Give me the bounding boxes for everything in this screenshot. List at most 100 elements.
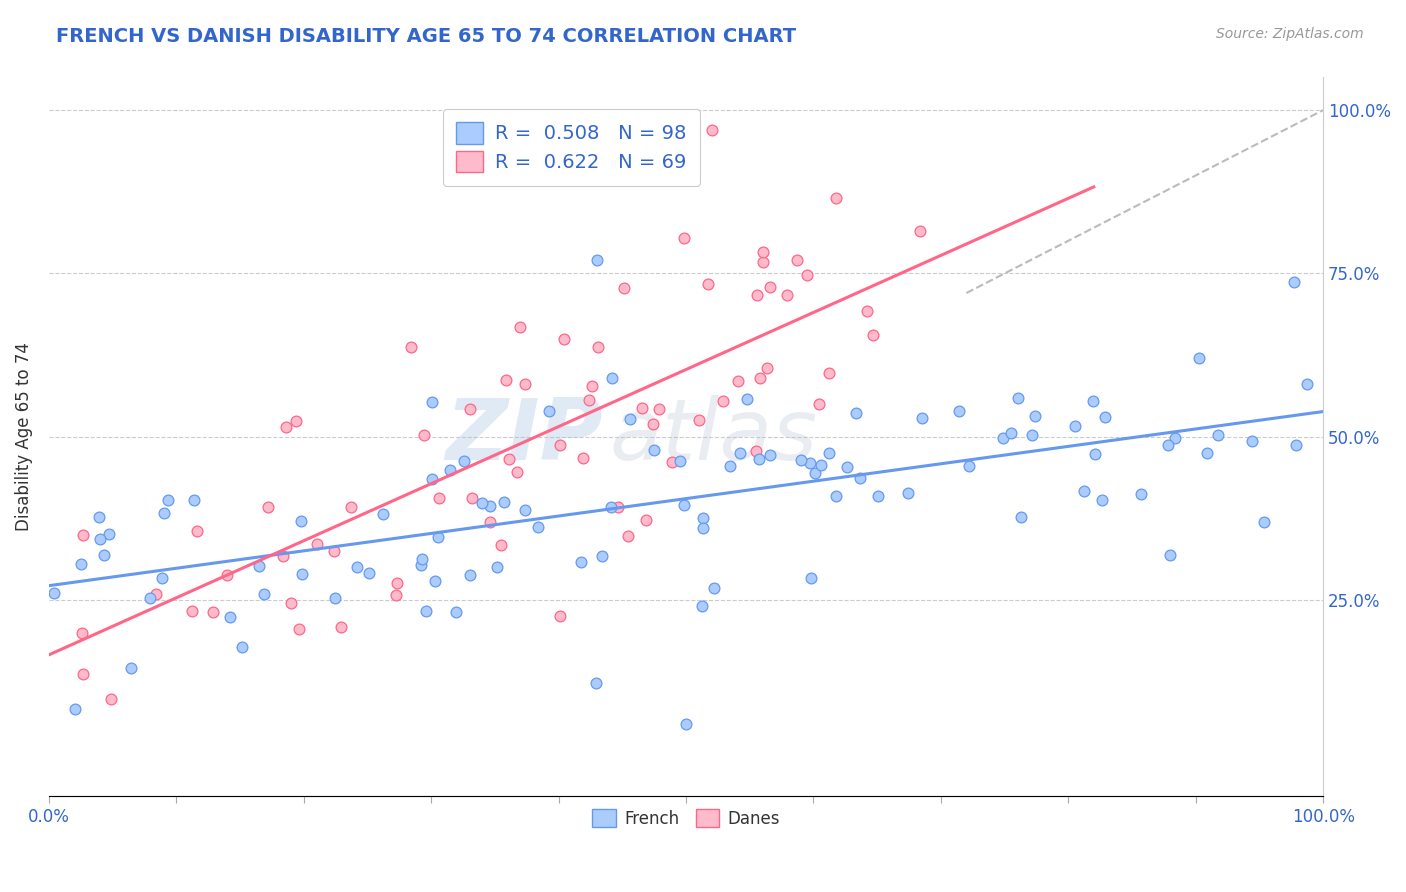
Point [808,397,831,411]
Point [641,417,664,432]
Text: FRENCH VS DANISH DISABILITY AGE 65 TO 74 CORRELATION CHART: FRENCH VS DANISH DISABILITY AGE 65 TO 74… [56,27,796,45]
Point [581,378,603,392]
Point [284,414,307,428]
Point [745,287,768,301]
Point [70,557,93,571]
Point [219,609,242,624]
Point [1195,446,1218,460]
Point [825,489,848,503]
Point [1081,393,1104,408]
Point [585,676,607,690]
Point [346,560,368,574]
Point [385,588,408,602]
Point [786,252,808,267]
Point [735,392,758,406]
Point [461,491,484,505]
Text: ZIP: ZIP [446,395,603,478]
Point [1241,434,1264,448]
Point [340,500,363,515]
Point [274,419,297,434]
Point [471,496,494,510]
Point [97,526,120,541]
Point [153,506,176,520]
Point [513,503,536,517]
Point [748,452,770,467]
Point [799,457,821,471]
Point [824,191,846,205]
Point [399,340,422,354]
Text: Source: ZipAtlas.com: Source: ZipAtlas.com [1216,27,1364,41]
Point [796,268,818,282]
Point [1090,493,1112,508]
Point [215,568,238,582]
Point [420,472,443,486]
Point [599,500,621,514]
Point [479,515,502,529]
Point [70,626,93,640]
Point [668,453,690,467]
Point [479,499,502,513]
Point [673,498,696,512]
Point [513,377,536,392]
Point [1157,438,1180,452]
Point [1094,409,1116,424]
Point [703,581,725,595]
Point [818,446,841,460]
Point [911,411,934,425]
Point [271,549,294,563]
Point [157,493,180,508]
Point [752,255,775,269]
Point [183,493,205,508]
Point [150,571,173,585]
Point [498,452,520,467]
Point [257,500,280,514]
Point [835,460,858,475]
Point [790,453,813,467]
Text: atlas: atlas [610,395,818,478]
Point [420,395,443,409]
Point [93,548,115,562]
Point [810,458,832,472]
Point [412,428,434,442]
Point [527,520,550,534]
Point [711,394,734,409]
Point [804,467,827,481]
Point [186,524,208,538]
Point [578,393,600,408]
Point [607,500,630,514]
Point [1253,515,1275,529]
Point [688,413,710,427]
Point [1021,428,1043,442]
Point [617,529,640,543]
Point [489,538,512,552]
Point [1296,376,1319,391]
Point [89,533,111,547]
Point [486,559,509,574]
Point [700,122,723,136]
Point [100,692,122,706]
Point [553,332,575,346]
Point [718,458,741,473]
Point [730,446,752,460]
Point [371,507,394,521]
Point [569,555,592,569]
Point [280,596,302,610]
Point [72,528,94,542]
Point [675,717,697,731]
Point [387,575,409,590]
Point [591,549,613,563]
Point [453,453,475,467]
Point [322,544,344,558]
Point [429,491,451,505]
Legend: French, Danes: French, Danes [585,803,786,835]
Point [42,586,65,600]
Point [758,448,780,462]
Point [948,404,970,418]
Point [290,514,312,528]
Point [1084,447,1107,461]
Point [744,443,766,458]
Point [201,605,224,619]
Point [1159,549,1181,563]
Point [330,620,353,634]
Point [444,605,467,619]
